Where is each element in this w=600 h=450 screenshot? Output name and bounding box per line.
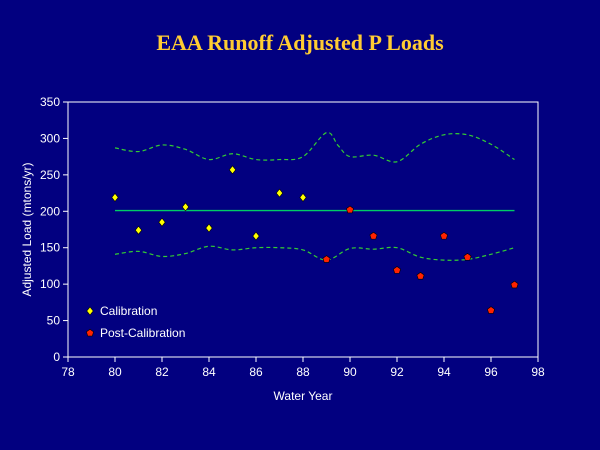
- calibration-point: [252, 231, 260, 241]
- y-tick-label: 100: [40, 277, 60, 291]
- y-tick-label: 250: [40, 168, 60, 182]
- x-axis-label: Water Year: [274, 389, 333, 403]
- post-calibration-point: [416, 271, 425, 280]
- calibration-point: [158, 217, 166, 227]
- post-calibration-point: [510, 280, 519, 289]
- legend-post-calibration-marker: [86, 328, 94, 337]
- post-calibration-point: [369, 231, 378, 240]
- y-tick-label: 300: [40, 131, 60, 145]
- post-calibration-point: [440, 231, 448, 240]
- y-tick-label: 50: [47, 314, 61, 328]
- x-tick-label: 94: [437, 365, 451, 379]
- x-tick-label: 84: [202, 365, 216, 379]
- post-calibration-point: [463, 253, 472, 261]
- calibration-point: [205, 223, 213, 233]
- axes: 78 80 82 84 86 88 90 92 94 96 98 0 50 100 150 200 250 300…: [40, 95, 545, 379]
- legend-calibration-label: Calibration: [100, 304, 157, 318]
- post-calibration-point: [346, 205, 354, 214]
- x-tick-label: 90: [343, 365, 357, 379]
- lower-bound-line: [114, 245, 515, 261]
- x-tick-label: 88: [296, 365, 310, 379]
- x-tick-label: 82: [155, 365, 169, 379]
- calibration-point: [111, 192, 119, 202]
- post-calibration-point: [393, 266, 401, 274]
- y-axis-label: Adjusted Load (mtons/yr): [20, 162, 34, 296]
- y-tick-label: 350: [40, 95, 60, 109]
- post-calibration-point: [487, 306, 495, 314]
- reference-lines: [114, 131, 515, 261]
- legend-post-calibration-label: Post-Calibration: [100, 326, 185, 340]
- calibration-point: [299, 192, 307, 202]
- x-tick-label: 80: [108, 365, 122, 379]
- x-tick-label: 98: [531, 365, 545, 379]
- legend-calibration-marker: [86, 306, 94, 316]
- y-tick-label: 0: [53, 350, 60, 364]
- x-tick-label: 92: [390, 365, 404, 379]
- calibration-point: [275, 188, 284, 198]
- y-tick-label: 150: [40, 241, 60, 255]
- legend: Calibration Post-Calibration: [86, 304, 185, 340]
- y-tick-label: 200: [40, 204, 60, 218]
- x-tick-label: 86: [249, 365, 263, 379]
- data-points: [111, 165, 519, 314]
- calibration-point: [134, 225, 143, 235]
- post-calibration-point: [322, 255, 331, 263]
- chart-title: EAA Runoff Adjusted P Loads: [156, 30, 444, 55]
- calibration-point: [181, 202, 190, 212]
- x-tick-label: 78: [61, 365, 75, 379]
- calibration-point: [228, 165, 237, 175]
- upper-bound-line: [114, 131, 515, 163]
- x-tick-label: 96: [484, 365, 498, 379]
